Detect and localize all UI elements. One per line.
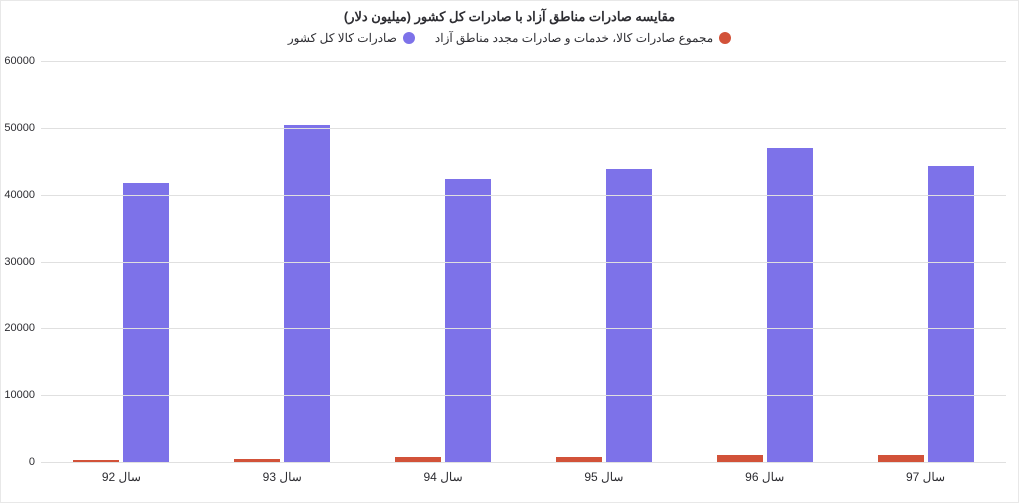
chart-legend: مجموع صادرات کالا، خدمات و صادرات مجدد م… bbox=[1, 31, 1018, 45]
chart-bar[interactable] bbox=[123, 183, 169, 462]
grid-line: 60000 bbox=[41, 61, 1006, 62]
chart-bar[interactable] bbox=[445, 179, 491, 462]
legend-item[interactable]: صادرات کالا کل کشور bbox=[288, 31, 415, 45]
y-axis-label: 40000 bbox=[4, 189, 41, 201]
grid-line: 40000 bbox=[41, 195, 1006, 196]
legend-item[interactable]: مجموع صادرات کالا، خدمات و صادرات مجدد م… bbox=[435, 31, 731, 45]
x-axis-label: سال 94 bbox=[363, 462, 524, 484]
chart-bar[interactable] bbox=[878, 455, 924, 462]
chart-bar[interactable] bbox=[284, 125, 330, 463]
chart-bar[interactable] bbox=[717, 455, 763, 462]
x-axis-label: سال 95 bbox=[523, 462, 684, 484]
x-axis-label: سال 92 bbox=[41, 462, 202, 484]
legend-label: مجموع صادرات کالا، خدمات و صادرات مجدد م… bbox=[435, 31, 713, 45]
y-axis-label: 0 bbox=[29, 456, 41, 468]
grid-line: 0 bbox=[41, 462, 1006, 463]
legend-dot-icon bbox=[719, 32, 731, 44]
legend-label: صادرات کالا کل کشور bbox=[288, 31, 397, 45]
y-axis-label: 30000 bbox=[4, 256, 41, 268]
legend-dot-icon bbox=[403, 32, 415, 44]
chart-bar[interactable] bbox=[606, 169, 652, 462]
chart-plot-area: سال 92سال 93سال 94سال 95سال 96سال 97 010… bbox=[41, 61, 1006, 462]
chart-container: مقایسه صادرات مناطق آزاد با صادرات کل کش… bbox=[0, 0, 1019, 503]
y-axis-label: 10000 bbox=[4, 389, 41, 401]
y-axis-label: 60000 bbox=[4, 55, 41, 67]
grid-line: 20000 bbox=[41, 328, 1006, 329]
grid-line: 50000 bbox=[41, 128, 1006, 129]
chart-title: مقایسه صادرات مناطق آزاد با صادرات کل کش… bbox=[1, 9, 1018, 25]
x-axis-label: سال 97 bbox=[845, 462, 1006, 484]
x-axis-label: سال 93 bbox=[202, 462, 363, 484]
grid-line: 30000 bbox=[41, 262, 1006, 263]
x-axis-label: سال 96 bbox=[684, 462, 845, 484]
y-axis-label: 20000 bbox=[4, 322, 41, 334]
y-axis-label: 50000 bbox=[4, 122, 41, 134]
grid-line: 10000 bbox=[41, 395, 1006, 396]
chart-bar[interactable] bbox=[928, 166, 974, 462]
